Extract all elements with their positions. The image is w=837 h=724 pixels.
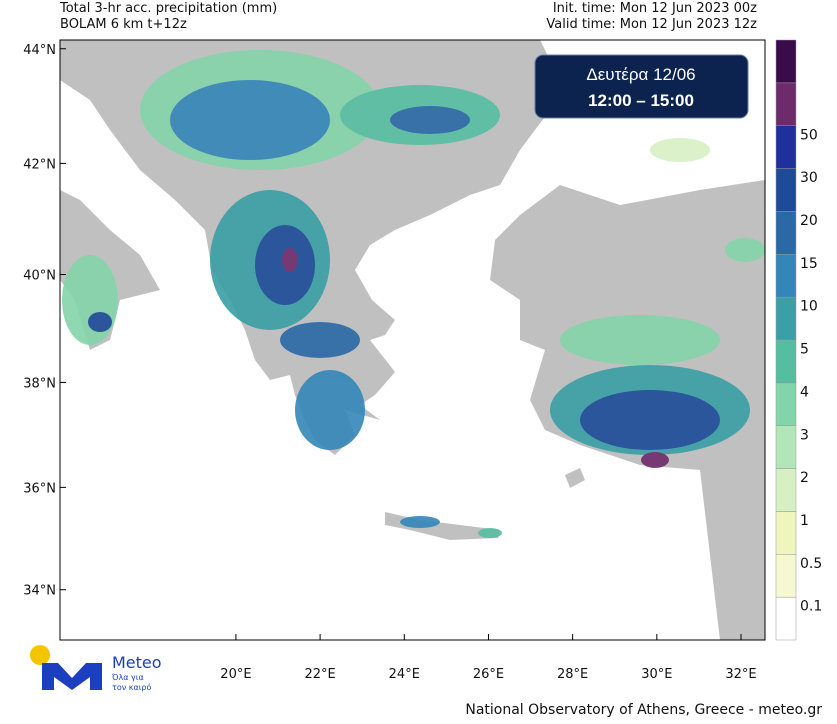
x-tick-label: 26°E [473,667,504,682]
x-tick-label: 24°E [389,667,420,682]
x-tick-label: 28°E [557,667,588,682]
info-hours: 12:00 – 15:00 [588,91,694,110]
y-tick-label: 38°N [23,376,56,391]
colorbar-label: 3 [800,427,809,443]
colorbar-segment [775,296,797,341]
x-tick-label: 30°E [641,667,672,682]
colorbar-segment [775,339,797,384]
colorbar-segment [775,425,797,469]
logo-tagline: Όλα για [111,672,144,682]
colorbar-label: 50 [800,127,818,143]
colorbar-segment [775,596,797,641]
map [60,40,765,640]
colorbar-segment [775,82,797,126]
x-tick-label: 32°E [725,667,756,682]
y-tick-label: 40°N [23,268,56,283]
axis-ticks: 44°N 42°N 40°N 38°N 36°N 34°N 20°E 22°E 24°E 26°E… [23,43,756,682]
colorbar-segment [775,211,797,255]
colorbar-segment [775,254,797,298]
title: Total 3-hr acc. precipitation (mm) [59,1,277,16]
colorbar-label: 4 [800,384,809,400]
logo-mark [42,663,102,690]
logo-name: Meteo [112,653,162,672]
logo-tagline: τον καιρό [112,682,151,692]
info-day: Δευτέρα 12/06 [586,65,695,84]
colorbar: 0.1 0.5 1 2 3 4 5 10 15 20 30 50 [775,39,822,641]
y-tick-label: 36°N [23,481,56,496]
y-tick-label: 44°N [23,43,56,58]
colorbar-segment [775,511,797,555]
colorbar-label: 10 [800,299,818,315]
colorbar-label: 1 [800,513,809,529]
colorbar-segment [775,168,797,212]
y-tick-label: 34°N [23,584,56,599]
colorbar-label: 15 [800,256,818,272]
footer: National Observatory of Athens, Greece -… [465,702,822,718]
colorbar-segment [775,554,797,598]
colorbar-segment [775,39,797,84]
colorbar-segment [775,468,797,512]
valid-time: Valid time: Mon 12 Jun 2023 12z [546,17,757,32]
colorbar-label: 5 [800,342,809,358]
colorbar-segment [775,125,797,169]
x-tick-label: 20°E [220,667,251,682]
model: BOLAM 6 km t+12z [60,17,187,32]
logo-sun [30,645,50,665]
x-tick-label: 22°E [304,667,335,682]
colorbar-label: 2 [800,470,809,486]
colorbar-label: 0.1 [800,599,822,615]
colorbar-segment [775,382,797,426]
init-time: Init. time: Mon 12 Jun 2023 00z [553,1,757,16]
colorbar-label: 20 [800,213,818,229]
info-box [534,54,749,119]
y-tick-label: 42°N [23,157,56,172]
colorbar-label: 0.5 [800,556,822,572]
colorbar-label: 30 [800,170,818,186]
